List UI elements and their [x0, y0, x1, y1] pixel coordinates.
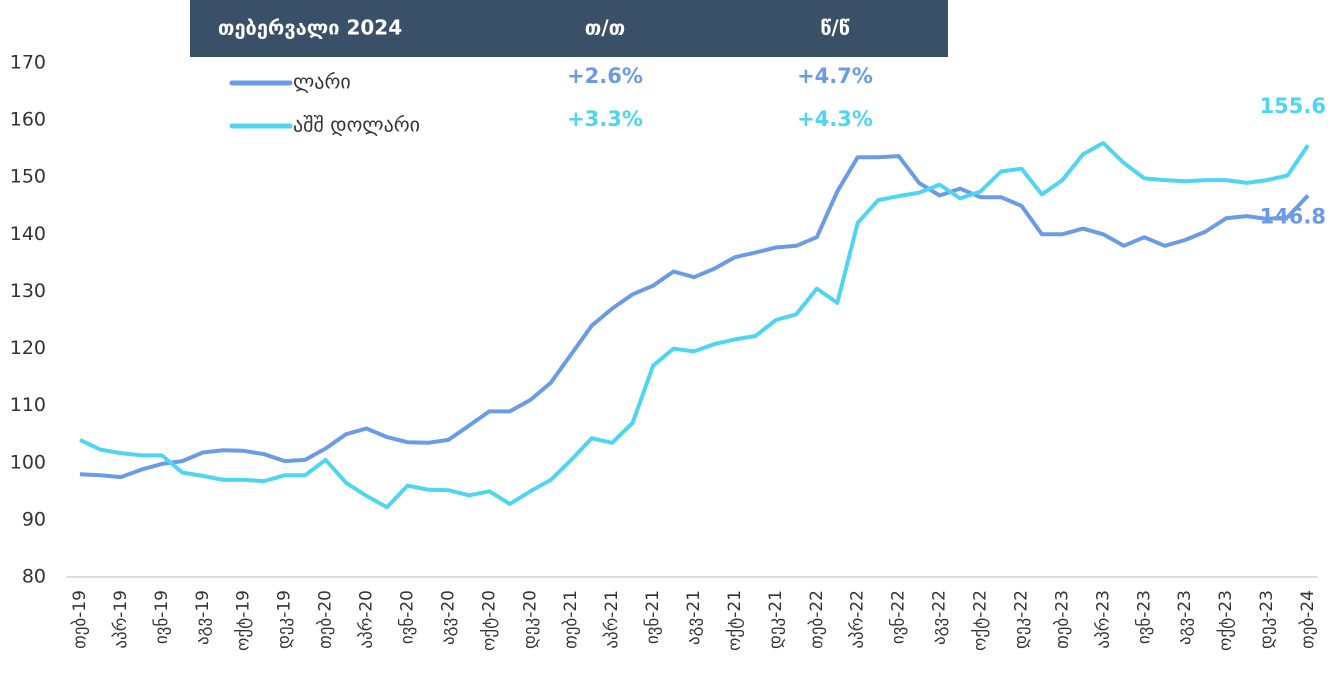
y-tick-label: 140 [10, 223, 46, 245]
x-tick-label: დეკ-19 [275, 590, 295, 649]
change-value: +4.7% [797, 64, 873, 88]
x-tick-label: დეკ-20 [520, 590, 540, 649]
y-tick-label: 150 [10, 166, 46, 188]
y-tick-label: 170 [10, 52, 46, 74]
x-tick-label: აგვ-20 [438, 590, 458, 645]
series-line [79, 141, 1310, 510]
y-tick-label: 80 [22, 566, 46, 588]
change-value: +2.6% [567, 64, 643, 88]
y-tick-label: 120 [10, 337, 46, 359]
x-tick-label: აგვ-22 [930, 590, 950, 645]
y-tick-label: 90 [22, 508, 46, 530]
x-tick-label: აგვ-19 [193, 590, 213, 645]
x-tick-label: ოქტ-20 [479, 590, 499, 651]
legend-label: აშშ დოლარი [293, 113, 420, 137]
x-tick-label: ივნ-19 [152, 590, 172, 644]
x-tick-label: ოქტ-21 [725, 590, 745, 651]
x-tick-label: დეკ-23 [1257, 590, 1277, 649]
header-yoy: წ/წ [820, 16, 849, 40]
legend-label: ლარი [293, 70, 351, 94]
x-tick-label: თებ-21 [561, 590, 581, 649]
header-mom: თ/თ [585, 16, 625, 40]
x-tick-label: აგვ-23 [1175, 590, 1195, 645]
x-tick-label: აპრ-19 [111, 590, 131, 649]
x-tick-label: ოქტ-23 [1216, 590, 1236, 651]
x-tick-label: აგვ-21 [684, 590, 704, 645]
header-title: თებერვალი 2024 [218, 16, 402, 40]
series-line [79, 154, 1310, 480]
x-tick-label: აპრ-20 [357, 590, 377, 649]
x-tick-label: აპრ-23 [1093, 590, 1113, 649]
end-label: 146.8 [1260, 204, 1326, 228]
x-tick-label: თებ-19 [70, 590, 90, 649]
x-tick-label: ოქტ-22 [971, 590, 991, 651]
x-tick-label: თებ-20 [316, 590, 336, 649]
x-tick-label: ივნ-20 [397, 590, 417, 644]
table-header [190, 0, 948, 57]
x-tick-label: დეკ-22 [1011, 590, 1031, 649]
y-tick-label: 160 [10, 109, 46, 131]
x-tick-label: თებ-23 [1052, 590, 1072, 649]
change-value: +3.3% [567, 107, 643, 131]
y-tick-label: 130 [10, 280, 46, 302]
x-tick-label: ივნ-22 [889, 590, 909, 644]
end-label: 155.6 [1260, 94, 1326, 118]
x-tick-label: აპრ-21 [602, 590, 622, 649]
x-tick-label: თებ-24 [1298, 590, 1318, 649]
x-tick-label: დეკ-21 [766, 590, 786, 649]
x-tick-label: ოქტ-19 [234, 590, 254, 651]
x-tick-label: აპრ-22 [848, 590, 868, 649]
x-tick-label: ივნ-21 [643, 590, 663, 644]
x-tick-label: თებ-22 [807, 590, 827, 649]
y-tick-label: 100 [10, 451, 46, 473]
y-tick-label: 110 [10, 394, 46, 416]
x-tick-label: ივნ-23 [1134, 590, 1154, 644]
change-value: +4.3% [797, 107, 873, 131]
